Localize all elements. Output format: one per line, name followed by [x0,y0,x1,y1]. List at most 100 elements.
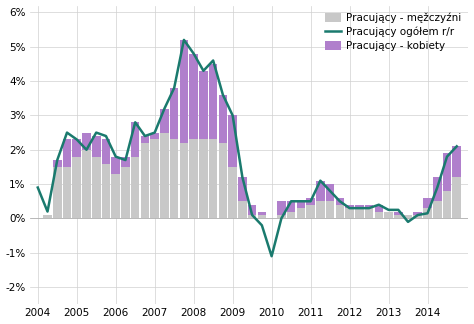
Bar [316,181,325,201]
Pracujący ogółem r/r [356,206,362,210]
Pracujący ogółem r/r [366,206,372,210]
Pracujący ogółem r/r [279,216,284,220]
Pracujący ogółem r/r [269,254,274,258]
Pracujący ogółem r/r [123,158,128,162]
Bar [306,205,315,218]
Pracujący ogółem r/r [83,148,89,152]
Pracujący ogółem r/r [454,145,460,148]
Bar [287,201,295,212]
Pracujący ogółem r/r [425,211,430,215]
Bar [190,54,198,139]
Bar [394,212,402,215]
Pracujący ogółem r/r [337,199,343,203]
Bar [404,215,412,218]
Pracujący ogółem r/r [132,120,138,124]
Bar [73,139,81,156]
Bar [345,205,354,208]
Bar [277,201,286,215]
Bar [365,208,374,218]
Bar [219,143,227,218]
Bar [170,88,179,139]
Bar [394,215,402,218]
Bar [433,177,442,201]
Bar [63,139,71,167]
Pracujący ogółem r/r [288,199,294,203]
Pracujący ogółem r/r [93,131,99,134]
Bar [413,215,422,218]
Pracujący ogółem r/r [181,38,187,42]
Bar [53,160,62,167]
Bar [209,64,218,139]
Bar [131,122,139,156]
Bar [180,40,188,143]
Pracujący ogółem r/r [318,179,323,183]
Bar [102,139,110,164]
Pracujący ogółem r/r [45,210,50,214]
Pracujący ogółem r/r [298,199,304,203]
Bar [82,133,91,150]
Bar [238,201,246,218]
Bar [297,201,305,208]
Pracujący ogółem r/r [152,131,157,134]
Bar [170,139,179,218]
Bar [297,208,305,218]
Bar [257,212,266,215]
Bar [374,205,383,212]
Bar [336,205,344,218]
Bar [453,177,461,218]
Bar [345,208,354,218]
Bar [238,177,246,201]
Bar [150,133,159,139]
Bar [355,208,364,218]
Bar [73,156,81,218]
Bar [374,212,383,218]
Legend: Pracujący - męžczyźni, Pracujący ogółem r/r, Pracujący - kobiety: Pracujący - męžczyźni, Pracujący ogółem … [323,11,463,53]
Pracujący ogółem r/r [230,113,236,117]
Bar [180,143,188,218]
Bar [257,215,266,218]
Bar [277,215,286,218]
Bar [160,133,169,218]
Bar [443,153,451,191]
Pracujący ogółem r/r [249,213,255,217]
Bar [121,156,130,167]
Bar [384,212,393,218]
Bar [190,139,198,218]
Pracujący ogółem r/r [191,52,197,56]
Pracujący ogółem r/r [346,206,352,210]
Pracujący ogółem r/r [239,175,245,179]
Pracujący ogółem r/r [171,86,177,90]
Bar [160,109,169,133]
Pracujący ogółem r/r [308,199,313,203]
Bar [423,208,432,218]
Pracujący ogółem r/r [405,220,411,224]
Bar [248,215,256,218]
Bar [141,136,149,143]
Pracujący ogółem r/r [386,208,392,212]
Bar [228,115,237,167]
Pracujący ogółem r/r [201,69,206,73]
Pracujący ogółem r/r [434,186,440,190]
Bar [453,146,461,177]
Pracujący ogółem r/r [64,131,70,134]
Bar [365,205,374,208]
Bar [306,198,315,205]
Bar [433,201,442,218]
Bar [316,201,325,218]
Pracujący ogółem r/r [55,158,60,162]
Bar [141,143,149,218]
Bar [111,174,120,218]
Bar [63,167,71,218]
Pracujący ogółem r/r [74,137,80,141]
Bar [53,167,62,218]
Pracujący ogółem r/r [35,186,41,190]
Bar [248,205,256,215]
Pracujący ogółem r/r [376,203,382,207]
Bar [228,167,237,218]
Bar [92,156,100,218]
Pracujący ogółem r/r [327,189,333,193]
Bar [336,198,344,205]
Bar [111,156,120,174]
Bar [423,198,432,208]
Pracujący ogółem r/r [210,59,216,63]
